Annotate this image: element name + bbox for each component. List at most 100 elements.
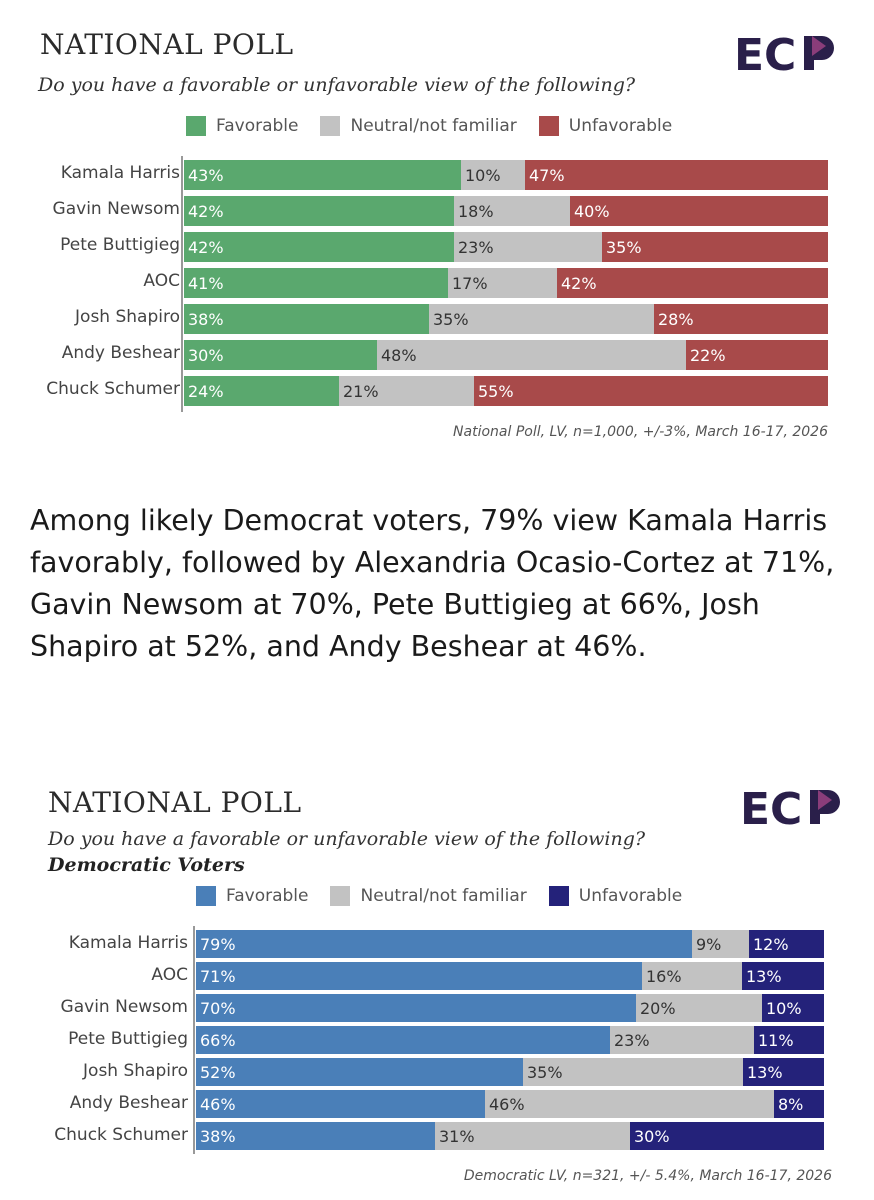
category-label: Josh Shapiro — [83, 1061, 188, 1081]
bar-value-label: 30% — [634, 1126, 670, 1146]
bar-segment-fav: 66% — [196, 1026, 610, 1054]
bar-segment-neu: 31% — [435, 1122, 630, 1150]
legend-label-neutral: Neutral/not familiar — [350, 116, 517, 136]
bar-segment-neu: 17% — [448, 268, 557, 298]
category-label: AOC — [151, 965, 188, 985]
chart-legend: Favorable Neutral/not familiar Unfavorab… — [196, 886, 704, 906]
bar-segment-neu: 23% — [610, 1026, 754, 1054]
bar-segment-unf: 40% — [570, 196, 828, 226]
bar-segment-unf: 28% — [654, 304, 828, 334]
bar-segment-unf: 10% — [762, 994, 824, 1022]
bar-value-label: 42% — [188, 201, 224, 221]
chart-axis-line — [193, 926, 195, 1154]
bar-segment-fav: 42% — [184, 196, 454, 226]
bar-value-label: 11% — [758, 1030, 794, 1050]
legend-item-unfavorable: Unfavorable — [548, 886, 682, 906]
legend-label-unfavorable: Unfavorable — [568, 116, 673, 136]
legend-label-favorable: Favorable — [216, 116, 299, 136]
bar-segment-neu: 35% — [523, 1058, 743, 1086]
chart-footnote: National Poll, LV, n=1,000, +/-3%, March… — [453, 424, 828, 440]
chart-panel-2: NATIONAL POLL EC Do you have a favorable… — [0, 770, 874, 1200]
bar-value-label: 52% — [200, 1062, 236, 1082]
category-label: Pete Buttigieg — [60, 235, 180, 255]
bar-value-label: 20% — [640, 998, 676, 1018]
bar-segment-neu: 35% — [429, 304, 654, 334]
bar-value-label: 55% — [478, 381, 514, 401]
bar-value-label: 12% — [753, 934, 789, 954]
bar-segment-unf: 13% — [743, 1058, 824, 1086]
legend-label-neutral: Neutral/not familiar — [360, 886, 527, 906]
bar-segment-neu: 46% — [485, 1090, 774, 1118]
category-label: AOC — [143, 271, 180, 291]
chart-legend: Favorable Neutral/not familiar Unfavorab… — [186, 116, 694, 136]
svg-text:EC: EC — [740, 784, 802, 830]
bar-segment-neu: 23% — [454, 232, 602, 262]
bar-value-label: 47% — [529, 165, 565, 185]
bar-value-label: 9% — [696, 934, 722, 954]
bar-value-label: 43% — [188, 165, 224, 185]
bar-value-label: 16% — [646, 966, 682, 986]
chart-question: Do you have a favorable or unfavorable v… — [38, 74, 636, 96]
category-label: Gavin Newsom — [52, 199, 180, 219]
bar-segment-fav: 79% — [196, 930, 692, 958]
chart-title: NATIONAL POLL — [40, 28, 294, 61]
category-label: Josh Shapiro — [75, 307, 180, 327]
bar-segment-unf: 11% — [754, 1026, 824, 1054]
bar-value-label: 13% — [747, 1062, 783, 1082]
bar-value-label: 22% — [690, 345, 726, 365]
bar-segment-unf: 22% — [686, 340, 828, 370]
bar-segment-neu: 48% — [377, 340, 686, 370]
legend-item-unfavorable: Unfavorable — [538, 116, 673, 136]
legend-item-neutral: Neutral/not familiar — [330, 886, 527, 906]
ecp-logo-icon: EC — [740, 784, 840, 830]
bar-segment-unf: 35% — [602, 232, 828, 262]
bar-segment-fav: 52% — [196, 1058, 523, 1086]
bar-value-label: 66% — [200, 1030, 236, 1050]
category-label: Andy Beshear — [61, 343, 180, 363]
legend-swatch-unfavorable — [538, 116, 559, 136]
category-label: Chuck Schumer — [46, 379, 180, 399]
bar-segment-unf: 42% — [557, 268, 828, 298]
bar-segment-fav: 70% — [196, 994, 636, 1022]
chart-panel-1: NATIONAL POLL EC Do you have a favorable… — [0, 0, 874, 460]
bar-segment-neu: 16% — [642, 962, 742, 990]
bar-segment-neu: 18% — [454, 196, 570, 226]
bar-value-label: 42% — [188, 237, 224, 257]
bar-segment-fav: 41% — [184, 268, 448, 298]
bar-segment-unf: 13% — [742, 962, 824, 990]
chart-group-label: Democratic Voters — [48, 854, 245, 876]
bar-segment-fav: 42% — [184, 232, 454, 262]
bar-segment-neu: 20% — [636, 994, 762, 1022]
legend-item-favorable: Favorable — [186, 116, 298, 136]
legend-swatch-favorable — [196, 886, 216, 906]
chart-footnote: Democratic LV, n=321, +/- 5.4%, March 16… — [463, 1168, 832, 1184]
bar-segment-fav: 38% — [184, 304, 429, 334]
legend-swatch-neutral — [330, 886, 351, 906]
bar-segment-unf: 12% — [749, 930, 824, 958]
legend-label-favorable: Favorable — [226, 886, 309, 906]
legend-swatch-favorable — [186, 116, 206, 136]
summary-text: Among likely Democrat voters, 79% view K… — [30, 504, 835, 663]
bar-value-label: 8% — [778, 1094, 804, 1114]
bar-value-label: 18% — [458, 201, 494, 221]
category-label: Kamala Harris — [68, 933, 188, 953]
bar-value-label: 35% — [527, 1062, 563, 1082]
bar-value-label: 28% — [658, 309, 694, 329]
bar-value-label: 30% — [188, 345, 224, 365]
legend-item-favorable: Favorable — [196, 886, 308, 906]
bar-value-label: 40% — [574, 201, 610, 221]
bar-value-label: 31% — [439, 1126, 475, 1146]
chart-axis-line — [181, 156, 183, 412]
ecp-logo-icon: EC — [734, 30, 834, 76]
bar-segment-fav: 38% — [196, 1122, 435, 1150]
bar-segment-unf: 47% — [525, 160, 828, 190]
bar-value-label: 10% — [766, 998, 802, 1018]
legend-swatch-unfavorable — [548, 886, 569, 906]
bar-value-label: 46% — [200, 1094, 236, 1114]
bar-segment-fav: 24% — [184, 376, 339, 406]
bar-segment-unf: 8% — [774, 1090, 824, 1118]
legend-swatch-neutral — [320, 116, 341, 136]
category-label: Pete Buttigieg — [68, 1029, 188, 1049]
bar-value-label: 70% — [200, 998, 236, 1018]
chart-question: Do you have a favorable or unfavorable v… — [48, 828, 646, 850]
